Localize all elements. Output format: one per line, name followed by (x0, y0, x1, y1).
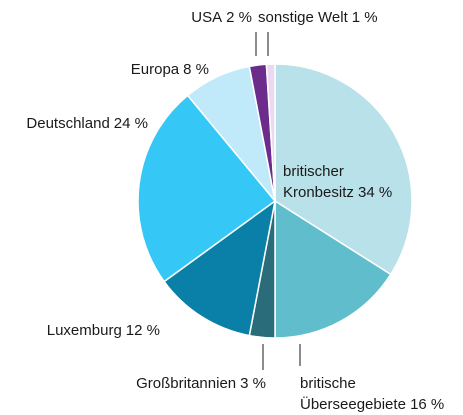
slice-label: britischer Kronbesitz 34 % (283, 163, 392, 201)
category-name: Großbritannien (136, 375, 236, 392)
pie-slice (274, 199, 392, 339)
pie-slice (163, 199, 277, 337)
value-label: 2 % (226, 9, 252, 26)
category-name: Deutschland (26, 115, 109, 132)
category-name: britische (300, 375, 356, 392)
value-label: 1 % (352, 9, 378, 26)
pie-slice (274, 63, 413, 276)
slice-label: Europa 8 % (131, 61, 209, 78)
category-name: USA (191, 9, 222, 26)
slice-label: Großbritannien 3 % (136, 375, 266, 392)
category-name: britischer (283, 163, 344, 180)
category-name-rest: Kronbesitz (283, 184, 358, 201)
pie-slice (265, 63, 276, 202)
slice-label: Deutschland 24 % (26, 115, 148, 132)
category-name: Europa (131, 61, 180, 78)
slice-label: britische Überseegebiete 16 % (300, 375, 444, 413)
value-label: 8 % (183, 61, 209, 78)
slice-label: USA 2 % (191, 9, 252, 26)
value-label: 34 % (358, 184, 392, 201)
category-name: Luxemburg (47, 322, 122, 339)
category-name: sonstige Welt (258, 9, 349, 26)
slice-label: Luxemburg 12 % (47, 322, 160, 339)
category-name-rest: Überseegebiete (300, 395, 410, 413)
value-label: 16 % (410, 396, 444, 413)
value-label: 12 % (126, 322, 160, 339)
pie-slice (137, 94, 277, 283)
value-label: 24 % (114, 115, 148, 132)
value-label: 3 % (240, 375, 266, 392)
slice-label: sonstige Welt 1 % (258, 9, 378, 26)
